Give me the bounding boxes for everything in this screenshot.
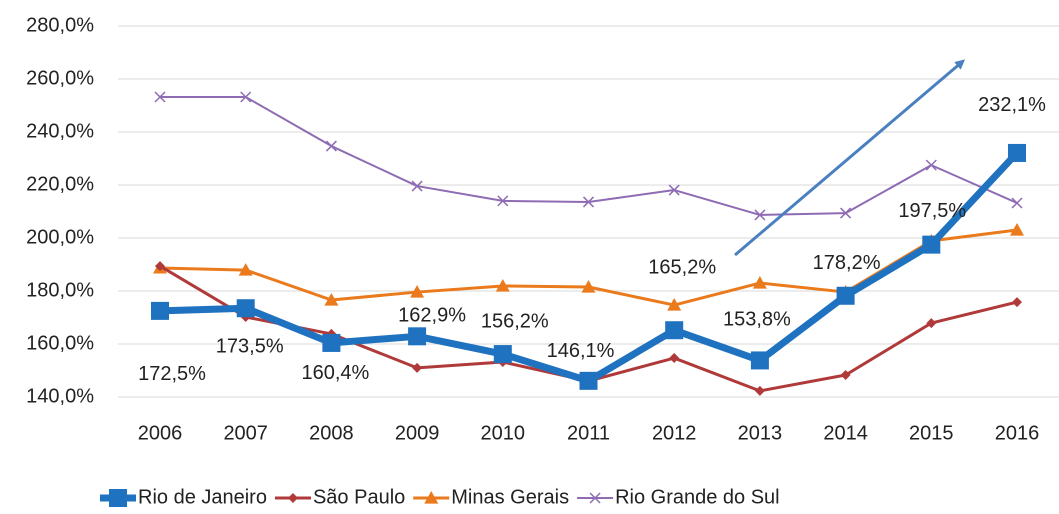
y-tick-label: 220,0% [26, 173, 94, 195]
y-tick-label: 200,0% [26, 226, 94, 248]
marker [668, 184, 680, 196]
y-tick-label: 140,0% [26, 385, 94, 407]
data-label: 162,9% [398, 305, 466, 327]
legend-label: São Paulo [313, 486, 405, 508]
marker [412, 362, 423, 373]
data-label: 160,4% [301, 362, 369, 384]
marker [582, 196, 595, 208]
marker [840, 207, 852, 219]
data-label: 153,8% [723, 309, 791, 331]
marker [151, 301, 169, 320]
legend: Rio de Janeiro São Paulo Minas Gerais Rio G… [100, 486, 780, 508]
x-tick-label: 2009 [395, 422, 440, 444]
marker [497, 195, 509, 207]
marker [579, 371, 598, 390]
legend-label: Rio de Janeiro [138, 486, 267, 508]
marker [322, 333, 341, 352]
marker [424, 491, 439, 504]
x-tick-label: 2014 [823, 422, 868, 444]
x-tick-label: 2016 [995, 422, 1040, 444]
data-label: 232,1% [978, 94, 1046, 116]
data-label: 165,2% [648, 257, 716, 279]
marker [411, 180, 423, 192]
marker [926, 318, 937, 329]
data-label: 146,1% [547, 340, 615, 362]
marker [581, 280, 596, 293]
marker [589, 492, 601, 504]
marker [1011, 197, 1023, 209]
legend-label: Rio Grande do Sul [615, 486, 780, 508]
marker [155, 261, 165, 272]
marker [669, 353, 680, 364]
marker [922, 235, 941, 254]
y-tick-label: 160,0% [26, 332, 94, 354]
data-label: 178,2% [813, 252, 881, 274]
marker [408, 327, 427, 346]
marker [1012, 297, 1022, 308]
marker [925, 159, 937, 171]
x-tick-label: 2006 [138, 422, 183, 444]
marker [667, 298, 682, 311]
data-label: 172,5% [138, 363, 206, 385]
marker [109, 489, 127, 507]
marker [665, 321, 684, 340]
data-label: 173,5% [216, 336, 284, 358]
x-tick-label: 2015 [909, 422, 954, 444]
marker [754, 209, 766, 221]
y-tick-label: 280,0% [26, 14, 94, 36]
x-tick-label: 2011 [567, 422, 610, 444]
series-line [160, 96, 1018, 216]
x-tick-label: 2008 [309, 422, 354, 444]
marker [238, 263, 253, 276]
marker [1008, 143, 1026, 162]
marker [325, 140, 337, 152]
marker [1010, 223, 1024, 236]
legend-label: Minas Gerais [451, 486, 569, 508]
marker [410, 285, 425, 298]
y-tick-label: 260,0% [26, 67, 94, 89]
data-label: 197,5% [898, 200, 966, 222]
grid: 140,0% 160,0% 180,0% 200,0% 220,0% 240,0% 260,… [26, 14, 1059, 444]
marker [752, 276, 767, 289]
x-tick-label: 2012 [652, 422, 697, 444]
x-tick-label: 2010 [481, 422, 526, 444]
y-tick-label: 180,0% [26, 279, 94, 301]
plot-area: 172,5% 173,5% 160,4% 162,9% 156,2% 146,1% 165,… [138, 91, 1046, 396]
marker [287, 493, 298, 503]
marker [750, 351, 769, 370]
marker [236, 299, 255, 318]
marker [324, 293, 339, 306]
y-tick-label: 240,0% [26, 120, 94, 142]
x-tick-label: 2007 [223, 422, 268, 444]
trend-arrow [734, 59, 966, 257]
x-tick-label: 2013 [738, 422, 783, 444]
data-label: 156,2% [481, 310, 549, 332]
marker [493, 345, 512, 364]
marker [840, 370, 851, 381]
marker [754, 385, 765, 396]
marker [154, 91, 166, 103]
marker [240, 91, 252, 103]
marker [836, 286, 855, 305]
marker [495, 278, 510, 292]
